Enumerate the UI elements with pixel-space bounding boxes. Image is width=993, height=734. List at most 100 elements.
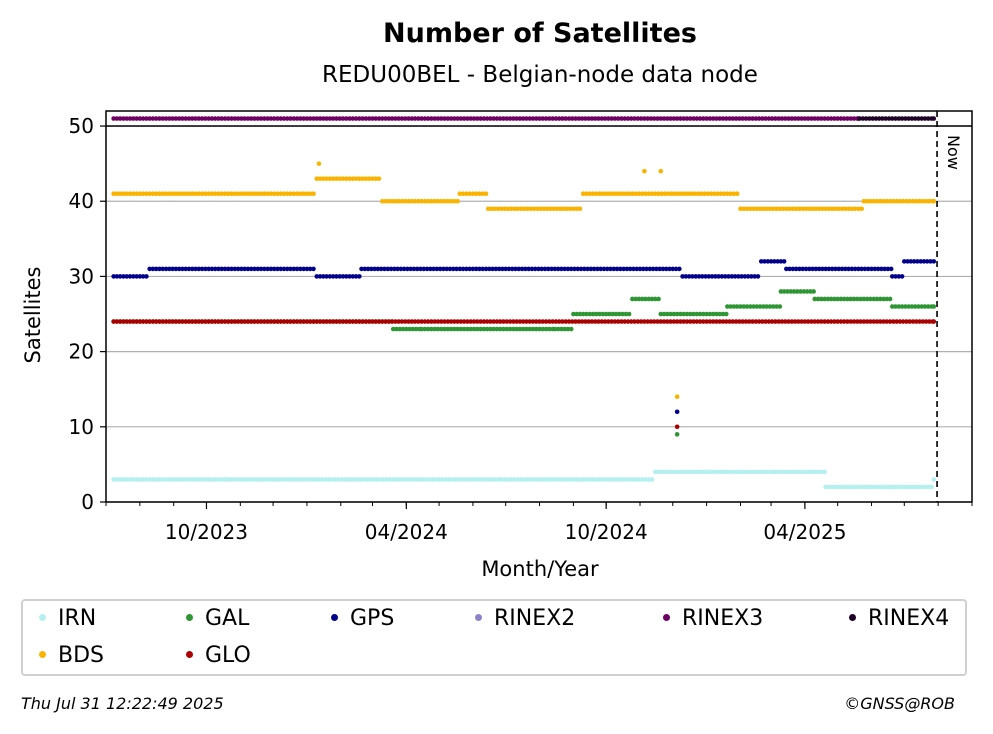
data-point: [242, 319, 247, 324]
data-point: [512, 206, 517, 212]
data-point: [301, 319, 306, 324]
data-point: [521, 477, 527, 482]
data-point: [301, 191, 306, 197]
data-point: [245, 191, 251, 197]
data-point: [681, 116, 686, 121]
data-point: [511, 326, 516, 332]
data-point: [291, 319, 297, 324]
data-point: [189, 116, 195, 121]
data-point: [863, 116, 869, 121]
data-point: [557, 477, 563, 482]
data-point: [849, 206, 855, 212]
data-point: [265, 191, 270, 197]
data-point: [372, 266, 377, 272]
data-point: [379, 319, 385, 324]
data-point: [665, 116, 670, 121]
data-point: [781, 289, 787, 294]
data-point: [501, 319, 506, 324]
data-point: [255, 191, 261, 197]
data-point: [563, 116, 569, 121]
data-point: [903, 304, 908, 309]
data-point: [518, 206, 524, 212]
data-point: [655, 319, 660, 324]
data-point: [572, 266, 577, 272]
data-point: [877, 319, 883, 324]
data-point: [790, 266, 796, 272]
data-point: [209, 266, 215, 272]
data-point: [429, 116, 434, 121]
data-point: [414, 266, 420, 272]
data-point: [420, 477, 425, 482]
data-point: [584, 311, 589, 317]
data-point: [886, 116, 892, 121]
data-point: [803, 206, 809, 212]
data-point: [147, 266, 152, 272]
data-point: [828, 296, 834, 302]
data-point: [639, 191, 645, 197]
data-point: [768, 259, 774, 264]
data-point: [799, 469, 804, 475]
data-point: [923, 198, 929, 204]
data-point: [600, 311, 606, 317]
data-point: [117, 477, 123, 482]
data-point: [399, 198, 405, 204]
data-point: [307, 191, 313, 197]
outlier-points: [316, 161, 680, 437]
data-point: [153, 191, 159, 197]
outlier-point: [674, 394, 680, 400]
data-point: [662, 469, 668, 475]
data-point: [668, 311, 673, 317]
data-point: [590, 477, 596, 482]
legend-label: IRN: [58, 606, 97, 631]
data-point: [465, 319, 470, 324]
data-point: [433, 477, 439, 482]
data-point: [832, 116, 837, 121]
data-point: [731, 304, 737, 309]
data-point: [294, 116, 300, 121]
data-point: [695, 469, 701, 475]
data-point: [828, 319, 834, 324]
data-point: [725, 469, 730, 475]
data-point: [650, 266, 656, 272]
data-point: [906, 484, 911, 490]
data-point: [284, 266, 290, 272]
data-point: [228, 477, 233, 482]
data-point: [258, 266, 264, 272]
data-point: [330, 116, 336, 121]
data-point: [852, 266, 858, 272]
data-point: [258, 319, 264, 324]
data-point: [425, 319, 431, 324]
data-point: [291, 191, 297, 197]
data-point: [114, 477, 120, 482]
data-point: [826, 484, 832, 490]
data-point: [468, 116, 474, 121]
data-point: [167, 116, 172, 121]
data-point: [370, 116, 375, 121]
data-point: [741, 304, 747, 309]
data-point: [889, 484, 895, 490]
data-point: [294, 319, 300, 324]
data-point: [762, 259, 767, 264]
data-point: [212, 477, 218, 482]
data-point: [537, 116, 542, 121]
data-point: [841, 296, 847, 302]
data-point: [274, 477, 279, 482]
data-point: [270, 477, 276, 482]
data-point: [281, 116, 287, 121]
chart-title: Number of Satellites: [383, 18, 697, 49]
data-point: [909, 484, 915, 490]
data-point: [703, 274, 708, 279]
data-point: [646, 296, 652, 302]
data-point: [466, 477, 471, 482]
legend-item-rinex4: RINEX4: [849, 606, 949, 632]
data-point: [402, 319, 408, 324]
data-point: [630, 477, 635, 482]
data-point: [170, 191, 175, 197]
data-point: [848, 296, 854, 302]
data-point: [419, 198, 424, 204]
data-point: [896, 304, 902, 309]
data-point: [775, 259, 780, 264]
data-point: [189, 266, 195, 272]
data-point: [278, 116, 284, 121]
data-point: [784, 206, 789, 212]
